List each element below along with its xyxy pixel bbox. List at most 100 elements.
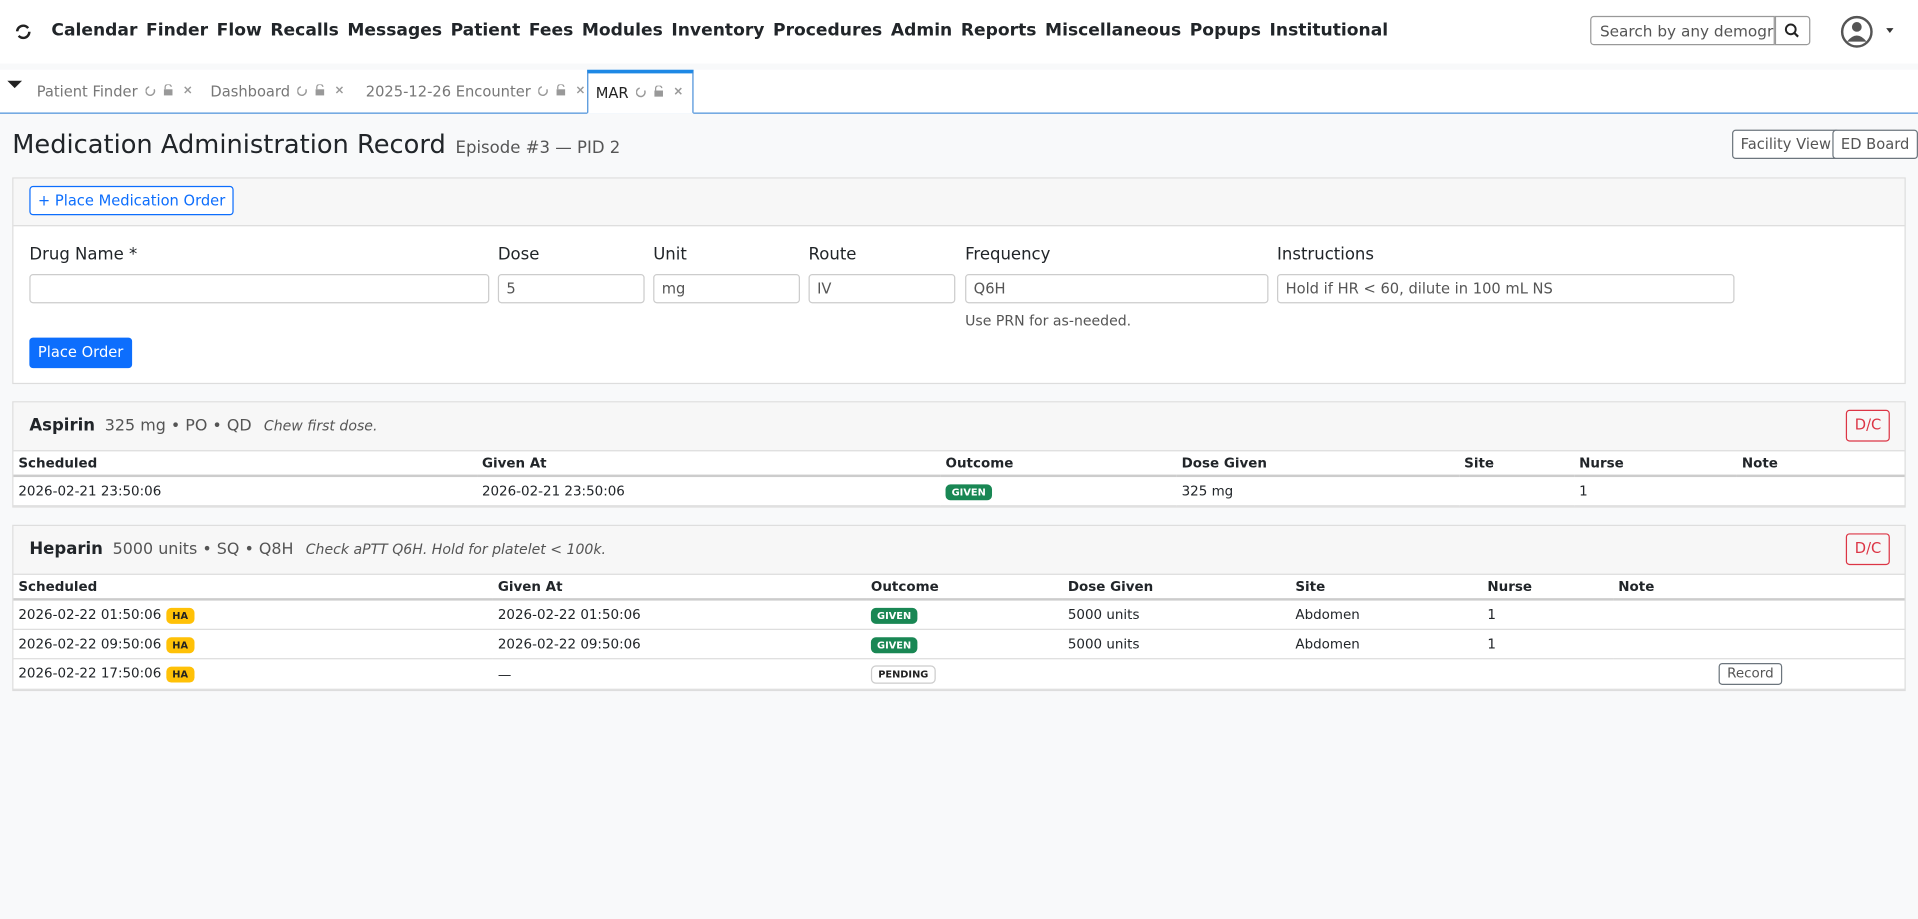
column-header: Scheduled	[13, 575, 492, 599]
administration-row: 2026-02-22 17:50:06HA — PENDING Record	[13, 659, 1904, 690]
tab[interactable]: Dashboard	[203, 70, 354, 113]
tab[interactable]: Patient Finder	[29, 70, 201, 113]
outcome-badge: GIVEN	[946, 484, 992, 500]
cell: 1	[1483, 599, 1614, 629]
discontinue-button[interactable]: D/C	[1846, 410, 1890, 442]
medication-note: Chew first dose.	[264, 417, 378, 434]
place-order-toggle[interactable]: + Place Medication Order	[29, 186, 233, 215]
field-input[interactable]	[29, 274, 489, 303]
cell: GIVEN	[866, 599, 1063, 629]
cell: 2026-02-21 23:50:06	[477, 476, 941, 506]
field-input[interactable]: Hold if HR < 60, dilute in 100 mL NS	[1277, 274, 1734, 303]
field-label: Instructions	[1277, 245, 1374, 265]
scheduled: 2026-02-21 23:50:06	[18, 483, 161, 499]
tab[interactable]: MAR	[587, 70, 693, 114]
cell	[1613, 629, 1904, 658]
header-row: ScheduledGiven AtOutcomeDose GivenSiteNu…	[13, 575, 1904, 599]
logo	[15, 23, 32, 40]
column-header: Outcome	[866, 575, 1063, 599]
place-order-button[interactable]: Place Order	[29, 338, 132, 369]
nav-item[interactable]: Finder	[146, 21, 208, 41]
cell: 2026-02-22 01:50:06	[493, 599, 866, 629]
page-title: Medication Administration Record	[12, 130, 446, 159]
field-input[interactable]: mg	[653, 274, 800, 303]
column-header: Given At	[477, 451, 941, 475]
nav-item[interactable]: Miscellaneous	[1045, 21, 1181, 41]
nav-item[interactable]: Procedures	[773, 21, 882, 41]
nav-item[interactable]: Inventory	[671, 21, 764, 41]
field-input[interactable]: 5	[498, 274, 645, 303]
field-input[interactable]: Q6H	[965, 274, 1268, 303]
nav-item[interactable]: Modules	[582, 21, 663, 41]
nav-item[interactable]: Recalls	[270, 21, 338, 41]
medication-header: Aspirin325 mg • PO • QDChew first dose.D…	[13, 402, 1904, 451]
search-button[interactable]	[1775, 16, 1810, 45]
flag-badge: HA	[166, 607, 194, 623]
nav-item[interactable]: Institutional	[1270, 21, 1389, 41]
cell	[1483, 659, 1614, 690]
administration-table: ScheduledGiven AtOutcomeDose GivenSiteNu…	[13, 451, 1904, 506]
cell: Record	[1613, 659, 1904, 690]
search-input[interactable]: Search by any demographi	[1590, 16, 1775, 45]
cell: 2026-02-22 09:50:06	[493, 629, 866, 658]
given-at: 2026-02-21 23:50:06	[482, 483, 625, 499]
cell	[1613, 599, 1904, 629]
outcome-badge: PENDING	[871, 665, 936, 683]
flag-badge: HA	[166, 637, 194, 653]
cell: 2026-02-21 23:50:06	[13, 476, 477, 506]
field-label: Unit	[653, 245, 687, 265]
cell: 2026-02-22 01:50:06HA	[13, 599, 492, 629]
facility-view-button[interactable]: Facility View	[1732, 130, 1839, 159]
site: Abdomen	[1295, 636, 1359, 652]
nav-item[interactable]: Flow	[217, 21, 262, 41]
discontinue-button[interactable]: D/C	[1846, 533, 1890, 565]
tab-label: Patient Finder	[37, 83, 138, 100]
order-form: + Place Medication Order Place Order Dru…	[12, 177, 1906, 384]
nav-item[interactable]: Admin	[891, 21, 952, 41]
column-header: Note	[1737, 451, 1905, 475]
given-at: 2026-02-22 09:50:06	[498, 636, 641, 652]
tab-menu[interactable]	[6, 78, 23, 90]
main-nav: Calendar Finder Flow Recalls Messages Patient…	[51, 21, 1388, 41]
medication-name: Aspirin	[29, 416, 95, 436]
tab-label: MAR	[596, 84, 629, 101]
nav-item[interactable]: Calendar	[51, 21, 137, 41]
medication-details: 5000 units • SQ • Q8H	[113, 541, 294, 559]
field-label: Route	[809, 245, 857, 265]
medication-name: Heparin	[29, 539, 103, 559]
nav-item[interactable]: Patient	[451, 21, 521, 41]
column-header: Site	[1459, 451, 1574, 475]
page-heading: Medication Administration RecordEpisode …	[12, 130, 620, 159]
cell: 2026-02-22 17:50:06HA	[13, 659, 492, 690]
column-header: Dose Given	[1177, 451, 1460, 475]
column-header: Site	[1290, 575, 1482, 599]
nav-item[interactable]: Fees	[529, 21, 573, 41]
scheduled: 2026-02-22 17:50:06	[18, 665, 161, 681]
user-menu[interactable]	[1840, 13, 1901, 50]
site: Abdomen	[1295, 607, 1359, 623]
tab-label: 2025-12-26 Encounter	[366, 83, 531, 100]
dose: 5000 units	[1068, 607, 1140, 623]
administration-row: 2026-02-21 23:50:06 2026-02-21 23:50:06 GI…	[13, 476, 1904, 506]
cell: 1	[1483, 629, 1614, 658]
administration-row: 2026-02-22 09:50:06HA2026-02-22 09:50:06…	[13, 629, 1904, 658]
cell	[1737, 476, 1905, 506]
column-header: Given At	[493, 575, 866, 599]
nav-item[interactable]: Messages	[347, 21, 442, 41]
cell: GIVEN	[941, 476, 1177, 506]
outcome-badge: GIVEN	[871, 637, 917, 653]
ed-board-button[interactable]: ED Board	[1832, 130, 1918, 159]
nav-item[interactable]: Popups	[1190, 21, 1261, 41]
field-input[interactable]: IV	[809, 274, 956, 303]
nav-item[interactable]: Reports	[961, 21, 1037, 41]
cell: 1	[1574, 476, 1737, 506]
tab-bar: Patient Finder Dashboard 2025-12-26 Encoun…	[0, 70, 1918, 114]
medication-card: Aspirin325 mg • PO • QDChew first dose.D…	[12, 401, 1906, 507]
given-at: —	[498, 666, 511, 682]
field-label: Drug Name *	[29, 245, 137, 265]
tab[interactable]: 2025-12-26 Encounter	[358, 70, 594, 113]
medication-header: Heparin5000 units • SQ • Q8HCheck aPTT Q…	[13, 526, 1904, 575]
record-button[interactable]: Record	[1719, 663, 1783, 685]
